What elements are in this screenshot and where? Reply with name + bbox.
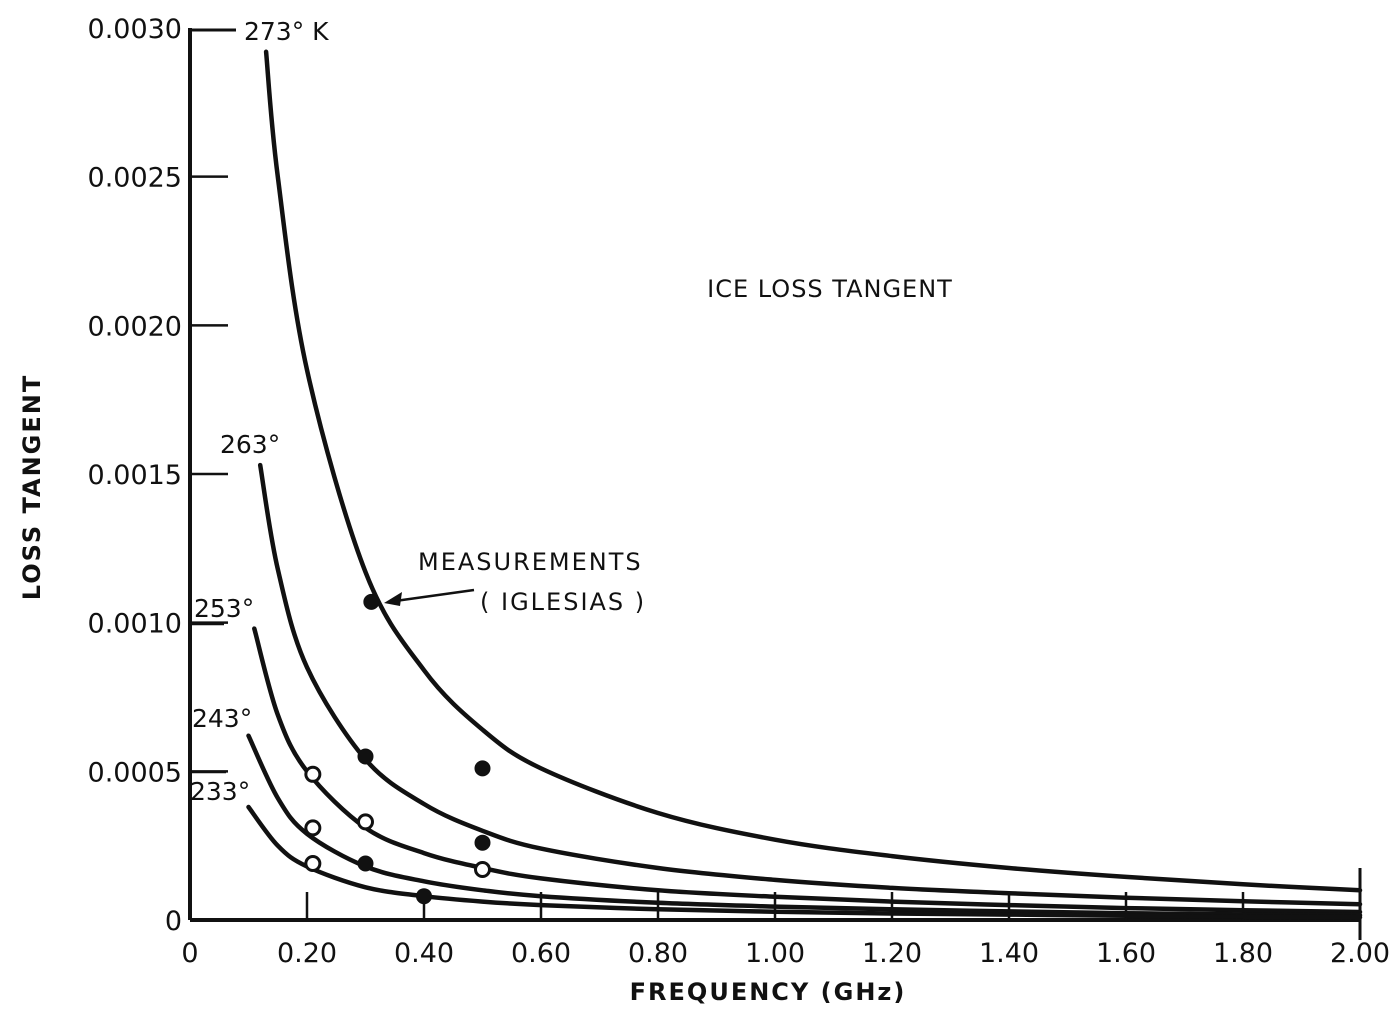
series-label-253: 253° bbox=[194, 594, 254, 623]
y-tick-label-2: 0.0010 bbox=[88, 609, 182, 640]
curves bbox=[246, 49, 1363, 920]
y-axis-title: LOSS TANGENT bbox=[18, 374, 46, 600]
x-tick-label-8: 1.60 bbox=[1096, 938, 1156, 969]
x-tick-label-10: 2.00 bbox=[1330, 938, 1390, 969]
measurement-point-8 bbox=[357, 855, 374, 872]
x-tick-label-9: 1.80 bbox=[1213, 938, 1273, 969]
ticks: 0 0.20 0.40 0.60 0.80 1.00 1.20 1.40 1.60 1.80 2.0… bbox=[88, 14, 1391, 969]
y-tick-label-3: 0.0015 bbox=[88, 460, 182, 491]
series-labels: 273° K 263° 253° 243° 233° bbox=[190, 17, 329, 806]
measurements-arrowhead bbox=[384, 592, 402, 606]
series-label-233: 233° bbox=[190, 777, 250, 806]
series-line-3 bbox=[246, 733, 1363, 918]
measurement-point-1 bbox=[357, 748, 374, 765]
y-tick-label-1: 0.0005 bbox=[88, 757, 182, 788]
x-tick-label-0: 0 bbox=[181, 938, 198, 969]
chart-title: ICE LOSS TANGENT bbox=[707, 275, 953, 303]
series-label-273: 273° K bbox=[244, 17, 329, 46]
y-tick-label-6: 0.0030 bbox=[88, 14, 182, 45]
measurements-annotation: MEASUREMENTS ( IGLESIAS ) bbox=[384, 548, 646, 616]
measurement-point-6 bbox=[357, 813, 374, 831]
measurement-point-10 bbox=[416, 888, 432, 905]
x-tick-label-3: 0.60 bbox=[511, 938, 571, 969]
x-tick-label-1: 0.20 bbox=[277, 938, 337, 969]
y-tick-label-5: 0.0025 bbox=[88, 163, 182, 194]
series-line-4 bbox=[246, 804, 1363, 920]
measurement-point-0 bbox=[363, 593, 380, 610]
y-tick-label-4: 0.0020 bbox=[88, 311, 182, 342]
y-tick-label-0: 0 bbox=[165, 906, 182, 937]
series-line-0 bbox=[263, 49, 1363, 893]
measurement-point-3 bbox=[474, 834, 491, 851]
measurement-point-9 bbox=[474, 860, 491, 878]
x-tick-label-7: 1.40 bbox=[979, 938, 1039, 969]
x-tick-label-2: 0.40 bbox=[394, 938, 454, 969]
x-tick-label-4: 0.80 bbox=[628, 938, 688, 969]
series-line-1 bbox=[257, 462, 1363, 907]
measurement-point-7 bbox=[304, 855, 322, 873]
x-tick-label-6: 1.20 bbox=[862, 938, 922, 969]
series-label-263: 263° bbox=[220, 430, 280, 459]
x-axis-title: FREQUENCY (GHz) bbox=[630, 978, 907, 1006]
measurement-point-5 bbox=[304, 819, 322, 837]
measurement-point-2 bbox=[474, 760, 491, 777]
measurements-source: ( IGLESIAS ) bbox=[480, 588, 646, 616]
x-tick-label-5: 1.00 bbox=[745, 938, 805, 969]
series-label-243: 243° bbox=[192, 704, 252, 733]
measurement-point-4 bbox=[304, 765, 322, 783]
measurement-points bbox=[304, 593, 491, 905]
measurements-label: MEASUREMENTS bbox=[418, 548, 643, 576]
series-leaders bbox=[190, 28, 236, 774]
series-line-2 bbox=[252, 626, 1363, 915]
